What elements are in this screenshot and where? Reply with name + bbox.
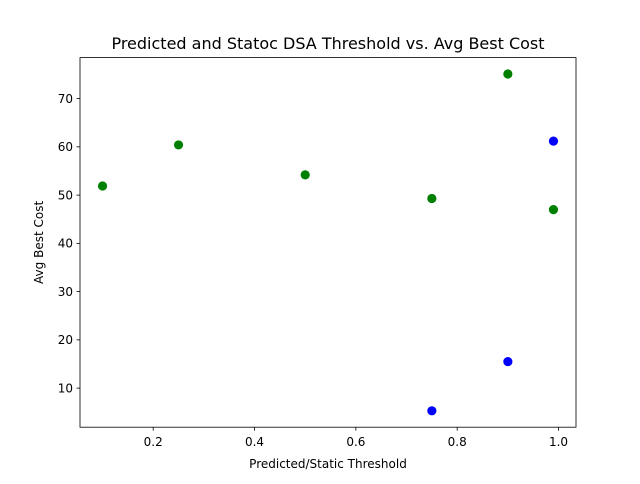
x-tick-label: 0.6 bbox=[346, 435, 365, 449]
x-tick-label: 0.2 bbox=[144, 435, 163, 449]
y-tick-label: 20 bbox=[58, 333, 73, 347]
data-point bbox=[548, 136, 559, 146]
y-tick-label: 40 bbox=[58, 237, 73, 251]
x-axis-label: Predicted/Static Threshold bbox=[249, 457, 407, 471]
data-point bbox=[427, 406, 437, 416]
data-point bbox=[427, 193, 437, 204]
data-point bbox=[548, 204, 559, 215]
points-layer bbox=[97, 69, 559, 416]
x-tick-label: 0.8 bbox=[448, 435, 467, 449]
plot-frame bbox=[79, 57, 577, 428]
x-tick-label: 1.0 bbox=[549, 435, 568, 449]
data-point bbox=[97, 181, 108, 191]
y-tick-label: 10 bbox=[58, 381, 73, 395]
data-point bbox=[300, 170, 310, 180]
plot-area bbox=[80, 57, 576, 428]
y-axis-label: Avg Best Cost bbox=[32, 201, 46, 284]
chart-title: Predicted and Statoc DSA Threshold vs. A… bbox=[111, 34, 544, 53]
data-point bbox=[173, 140, 184, 150]
y-tick-label: 60 bbox=[58, 140, 73, 154]
data-point bbox=[503, 356, 513, 367]
x-tick-label: 0.4 bbox=[245, 435, 264, 449]
x-axis-ticks: 0.2 0.4 0.6 0.8 1.0 bbox=[144, 427, 568, 449]
y-tick-label: 30 bbox=[58, 285, 73, 299]
y-tick-label: 50 bbox=[58, 188, 73, 202]
y-axis-ticks: 10 20 30 40 50 60 70 bbox=[58, 92, 80, 395]
y-tick-label: 70 bbox=[58, 92, 73, 106]
data-point bbox=[503, 69, 513, 79]
